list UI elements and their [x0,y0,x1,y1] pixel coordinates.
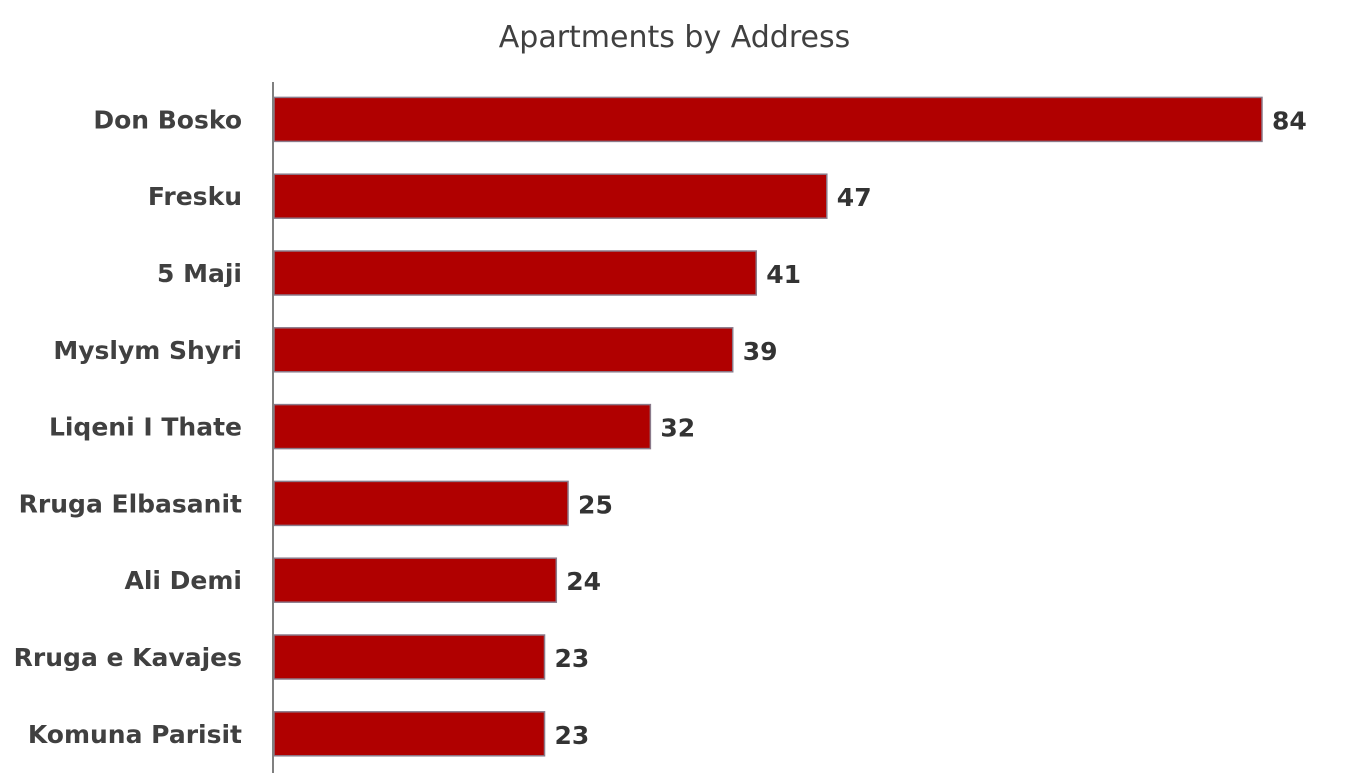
category-label: Komuna Parisit [28,720,242,749]
category-label: Fresku [148,182,242,211]
category-label: Liqeni I Thate [49,413,242,442]
category-label: Rruga Elbasanit [19,489,242,518]
bar-0 [273,96,1263,143]
data-label: 25 [578,490,613,519]
category-label: Don Bosko [93,105,242,134]
bar-1 [273,173,828,219]
category-label: Ali Demi [124,566,242,595]
data-label: 39 [743,337,778,366]
data-label: 24 [566,567,601,596]
bar-3 [273,327,734,373]
bar-7 [273,634,546,680]
category-label: 5 Maji [157,259,242,288]
bar-6 [273,557,558,603]
chart-title: Apartments by Address [498,20,851,55]
data-label: 23 [555,721,590,750]
bar-4 [273,403,652,450]
data-label: 47 [837,183,872,212]
category-label: Myslym Shyri [53,336,242,365]
bar-8 [273,711,546,757]
bar-2 [273,250,757,296]
data-label: 41 [766,260,801,289]
category-label: Rruga e Kavajes [14,643,242,672]
data-label: 23 [555,644,590,673]
data-label: 84 [1272,106,1307,135]
data-label: 32 [660,414,695,443]
bars-layer: Don Bosko 84 Fresku 47 5 Maji 41 Myslym Shyri 3… [14,96,1307,757]
bar-5 [273,480,569,527]
